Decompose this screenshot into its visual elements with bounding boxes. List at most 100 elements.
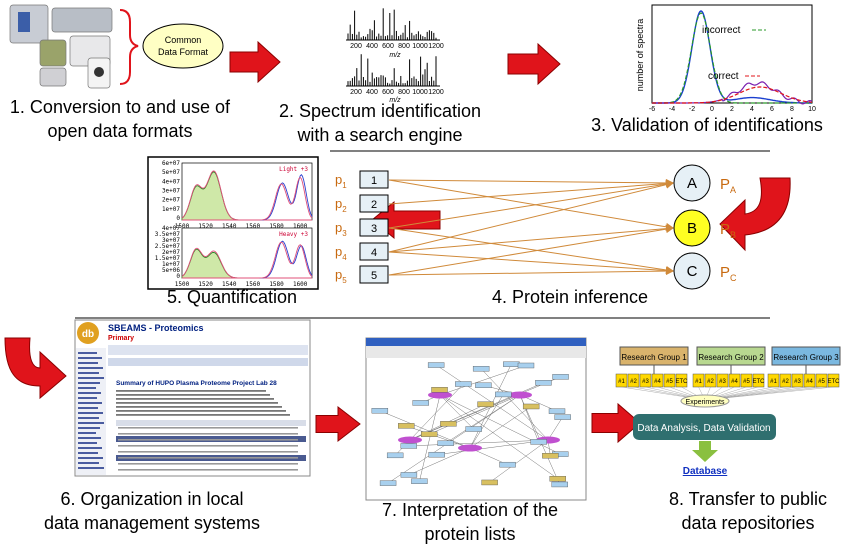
text-line	[78, 357, 102, 359]
quant-frame	[147, 156, 319, 290]
step-caption: 7. Interpretation of the	[382, 500, 558, 520]
text-line	[78, 407, 98, 409]
peptide-number: 4	[371, 247, 377, 259]
text-line	[78, 372, 99, 374]
flow-arrow	[591, 402, 641, 444]
network-node	[421, 431, 438, 437]
experiment-label: #3	[719, 379, 726, 385]
group-name: Research Group 3	[773, 353, 839, 362]
text-line	[78, 412, 103, 414]
network-node	[548, 408, 566, 414]
network-hub	[398, 436, 422, 444]
quant-tick-label: 2.5e+07	[155, 243, 181, 250]
text-line	[78, 437, 101, 439]
text-line	[118, 439, 298, 441]
network-edge	[379, 410, 471, 449]
legend-label: correct	[708, 71, 739, 82]
validation-tick-label: 4	[750, 106, 754, 113]
network-edge	[409, 383, 464, 441]
network-node	[517, 362, 535, 369]
text-line	[78, 397, 97, 399]
table-bar	[116, 420, 306, 426]
text-line	[116, 414, 290, 416]
text-line	[116, 402, 278, 404]
experiment-label: #2	[782, 379, 789, 385]
peptide-sub: 3	[342, 229, 347, 238]
network-edge	[408, 439, 549, 447]
spectrum-tick-label: 1000	[412, 43, 428, 50]
network-node	[481, 479, 498, 486]
text-line	[118, 433, 298, 435]
validation-curve	[652, 10, 812, 104]
experiment-label: ETC	[753, 379, 766, 385]
network-node	[472, 366, 490, 372]
peptide-label: p4	[335, 244, 347, 262]
text-line	[78, 367, 103, 369]
spectrum-tick-label: 600	[382, 43, 394, 50]
quant-tick-label: 1600	[293, 223, 308, 230]
bracket	[119, 9, 139, 85]
quant-tick-label: 3e+07	[162, 237, 180, 244]
sbeams-subtitle: Primary	[108, 335, 134, 342]
flow-arrow	[229, 40, 281, 84]
text-line	[118, 445, 298, 447]
peptide-box	[359, 242, 389, 261]
network-node	[477, 401, 494, 407]
network-hub	[458, 444, 482, 452]
peptide-label: p3	[335, 220, 347, 238]
legend-label: incorrect	[702, 25, 741, 36]
peptide-box	[359, 265, 389, 284]
analysis-label: Data Analysis, Data Validation	[637, 423, 770, 434]
experiment-label: #4	[731, 379, 738, 385]
protein-name: PA	[720, 176, 736, 195]
peptide-letter: p	[335, 172, 342, 187]
network-node	[371, 408, 389, 414]
group-name: Research Group 2	[698, 353, 764, 362]
validation-frame	[651, 4, 813, 104]
flow-arrow	[507, 42, 561, 86]
spectrum-tick-label: 1200	[428, 89, 444, 96]
group-name: Research Group 1	[621, 353, 687, 362]
peptide-label: p2	[335, 196, 347, 214]
network-node	[522, 403, 540, 410]
text-line	[118, 469, 298, 471]
peptide-box	[359, 170, 389, 189]
validation-tick-label: 8	[790, 106, 794, 113]
peptide-edge	[388, 178, 674, 187]
flow-arrow	[315, 405, 361, 443]
peptide-edge	[388, 179, 674, 231]
quant-tick-label: 5e+07	[162, 169, 180, 176]
network-node	[427, 362, 445, 368]
protein-label: C	[687, 263, 698, 280]
instrument-image	[39, 67, 67, 87]
experiments-ellipse	[680, 394, 730, 408]
experiment-label: #1	[618, 379, 625, 385]
text-line	[116, 410, 286, 412]
network-node	[551, 481, 568, 488]
network-edge	[406, 425, 471, 449]
network-node	[400, 472, 418, 478]
quant-tick-label: 1600	[293, 281, 308, 288]
step-caption: data repositories	[681, 513, 814, 533]
validation-tick-label: -6	[649, 106, 655, 113]
network-node	[499, 461, 516, 468]
quant-tick-label: 5e+06	[162, 267, 180, 274]
network-edge	[387, 394, 521, 484]
text-line	[116, 406, 282, 408]
network-node	[495, 391, 512, 398]
text-line	[78, 467, 104, 469]
spectrum-tick-label: 600	[382, 89, 394, 96]
experiment-label: #1	[770, 379, 777, 385]
network-edge	[519, 394, 539, 442]
step-caption: with a search engine	[296, 125, 462, 145]
instrument-image	[39, 39, 67, 67]
validation-tick-label: 6	[770, 106, 774, 113]
spectrum-axis-label: m/z	[389, 52, 401, 59]
protein-sub: C	[730, 273, 737, 283]
experiment-label: #5	[743, 379, 750, 385]
toolbar	[366, 346, 586, 358]
spectrum-tick-label: 400	[366, 89, 378, 96]
experiment-label: ETC	[676, 379, 689, 385]
